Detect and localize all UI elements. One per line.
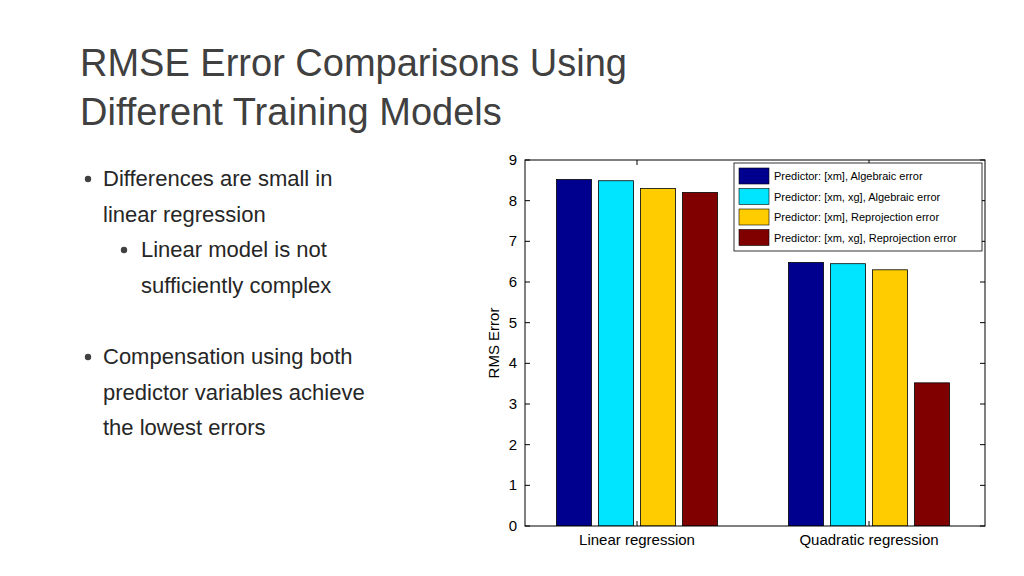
bullet-dot <box>121 247 127 253</box>
bar <box>683 193 718 526</box>
y-tick <box>980 282 985 283</box>
y-tick <box>980 160 985 161</box>
y-tick <box>980 485 985 486</box>
y-tick-label: 4 <box>509 354 517 371</box>
bar <box>915 383 950 526</box>
bullet-text: predictor variables achieve <box>103 380 365 405</box>
legend: Predictor: [xm], Algebraic error Predicto… <box>734 163 982 251</box>
plot-frame <box>525 160 985 526</box>
legend-label: Predictor: [xm, xg], Algebraic error <box>774 191 941 203</box>
bar <box>873 270 908 526</box>
y-tick <box>525 200 530 201</box>
legend-swatch <box>739 168 769 184</box>
y-tick-label: 3 <box>509 395 517 412</box>
y-axis-label: RMS Error <box>485 308 502 379</box>
y-tick <box>525 160 530 161</box>
slide-title: RMSE Error Comparisons Using <box>80 42 627 84</box>
y-tick <box>980 526 985 527</box>
y-tick-label: 9 <box>509 151 517 168</box>
y-tick-label: 8 <box>509 192 517 209</box>
bar <box>789 262 824 526</box>
slide-title: Different Training Models <box>80 91 502 133</box>
bullet-text: Linear model is not <box>141 237 327 262</box>
bar <box>599 181 634 526</box>
x-tick-label: Quadratic regression <box>799 531 938 548</box>
legend-box <box>734 163 982 251</box>
x-tick <box>637 160 638 165</box>
legend-swatch <box>739 230 769 246</box>
x-tick <box>637 521 638 526</box>
bar <box>557 180 592 526</box>
bullet-text: Compensation using both <box>103 344 353 369</box>
y-tick <box>980 363 985 364</box>
x-tick <box>869 521 870 526</box>
bullet-text: sufficiently complex <box>141 273 331 298</box>
y-tick <box>525 363 530 364</box>
y-tick-label: 0 <box>509 517 517 534</box>
bullet-text: Differences are small in <box>103 166 332 191</box>
y-tick <box>525 322 530 323</box>
y-tick <box>525 404 530 405</box>
legend-label: Predictor: [xm], Reprojection error <box>774 211 939 223</box>
y-tick <box>525 485 530 486</box>
bullet-dot <box>85 176 91 182</box>
y-tick-label: 2 <box>509 436 517 453</box>
y-tick-label: 1 <box>509 476 517 493</box>
y-tick <box>980 404 985 405</box>
y-tick <box>980 444 985 445</box>
chart: Linear regression Quadratic regression 0 1 2… <box>485 151 985 548</box>
legend-swatch <box>739 209 769 225</box>
legend-label: Predictor: [xm], Algebraic error <box>774 170 923 182</box>
y-tick <box>525 444 530 445</box>
y-tick <box>525 526 530 527</box>
legend-swatch <box>739 189 769 205</box>
bar <box>831 264 866 526</box>
legend-label: Predictor: [xm, xg], Reprojection error <box>774 232 957 244</box>
bar <box>641 188 676 526</box>
y-tick-label: 6 <box>509 273 517 290</box>
y-tick <box>525 241 530 242</box>
x-tick-label: Linear regression <box>579 531 695 548</box>
slide: RMSE Error Comparisons Using Different Tr… <box>0 0 1024 576</box>
y-tick <box>980 322 985 323</box>
bullet-text: the lowest errors <box>103 415 266 440</box>
plot-area <box>525 160 985 526</box>
y-tick-label: 7 <box>509 232 517 249</box>
y-tick <box>525 282 530 283</box>
bullet-dot <box>85 354 91 360</box>
bullet-text: linear regression <box>103 202 266 227</box>
y-tick-label: 5 <box>509 314 517 331</box>
